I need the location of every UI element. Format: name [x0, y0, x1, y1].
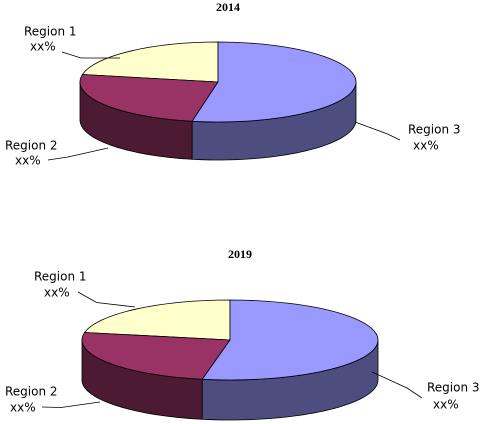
- value-label: xx%: [15, 154, 41, 168]
- category-label: Region 2: [5, 385, 58, 399]
- value-label: xx%: [30, 40, 56, 54]
- category-label: Region 1: [34, 270, 87, 284]
- category-label: Region 1: [24, 25, 77, 39]
- leader-line: [47, 147, 109, 161]
- category-label: Region 2: [5, 139, 58, 153]
- slice: [81, 41, 219, 83]
- leader-line: [354, 121, 401, 141]
- chart-title: 2019: [228, 247, 252, 261]
- slice: [201, 299, 379, 381]
- category-label: Region 3: [408, 123, 461, 137]
- slice: [191, 41, 357, 123]
- leader-line: [371, 371, 423, 399]
- leader-line: [41, 401, 101, 408]
- category-label: Region 3: [427, 381, 480, 395]
- slice: [81, 332, 231, 380]
- value-label: xx%: [433, 398, 459, 412]
- slice: [79, 74, 219, 122]
- leader-line: [77, 291, 136, 308]
- slice: [83, 299, 231, 341]
- value-label: xx%: [413, 139, 439, 153]
- value-label: xx%: [10, 401, 36, 415]
- value-label: xx%: [44, 286, 70, 300]
- chart-title: 2014: [216, 0, 240, 14]
- leader-line: [61, 51, 120, 59]
